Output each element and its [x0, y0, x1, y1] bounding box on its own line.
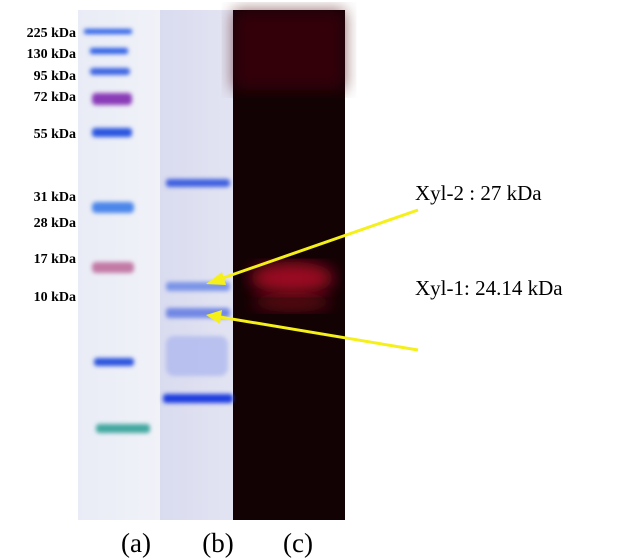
marker-label: 130 kDa	[27, 47, 76, 62]
marker-label: 72 kDa	[34, 90, 76, 105]
arrows	[206, 208, 419, 352]
gel-image	[78, 10, 345, 520]
lane-label: (a)	[121, 528, 151, 558]
annotation: Xyl-2 : 27 kDa	[415, 181, 542, 205]
marker-label: 225 kDa	[27, 26, 76, 41]
marker-label: 55 kDa	[34, 127, 76, 142]
marker-label: 17 kDa	[34, 252, 76, 267]
annotation: Xyl-1: 24.14 kDa	[415, 276, 563, 300]
marker-label: 95 kDa	[34, 69, 76, 84]
lane-label: (c)	[283, 528, 313, 558]
marker-label: 31 kDa	[34, 190, 76, 205]
marker-label: 28 kDa	[34, 216, 76, 231]
lane-labels: (a) (b) (c)	[121, 528, 313, 558]
marker-labels: 225 kDa 130 kDa 95 kDa 72 kDa 55 kDa 31 …	[27, 26, 76, 305]
marker-label: 10 kDa	[34, 290, 76, 305]
lane-label: (b)	[202, 528, 233, 558]
